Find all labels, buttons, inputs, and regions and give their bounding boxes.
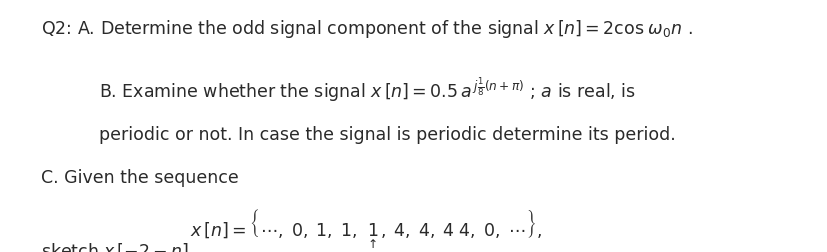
Text: B. Examine whether the signal $x\,[n]=0.5\,a^{\,j\frac{1}{8}(n+\pi)}$ ; $a$ is r: B. Examine whether the signal $x\,[n]=0.… — [99, 76, 636, 104]
Text: Q2: A. Determine the odd signal component of the signal $x\,[n]=2\mathrm{cos}\;\: Q2: A. Determine the odd signal componen… — [41, 18, 692, 40]
Text: periodic or not. In case the signal is periodic determine its period.: periodic or not. In case the signal is p… — [99, 126, 676, 144]
Text: sketch $x\,[-2-n]$.: sketch $x\,[-2-n]$. — [41, 242, 194, 252]
Text: C. Given the sequence: C. Given the sequence — [41, 169, 239, 187]
Text: $x\,[n]=\left\{\cdots,\; 0,\; 1,\; 1,\; \underset{\uparrow}{1},\; 4,\; 4,\; 4\;4: $x\,[n]=\left\{\cdots,\; 0,\; 1,\; 1,\; … — [190, 208, 542, 251]
